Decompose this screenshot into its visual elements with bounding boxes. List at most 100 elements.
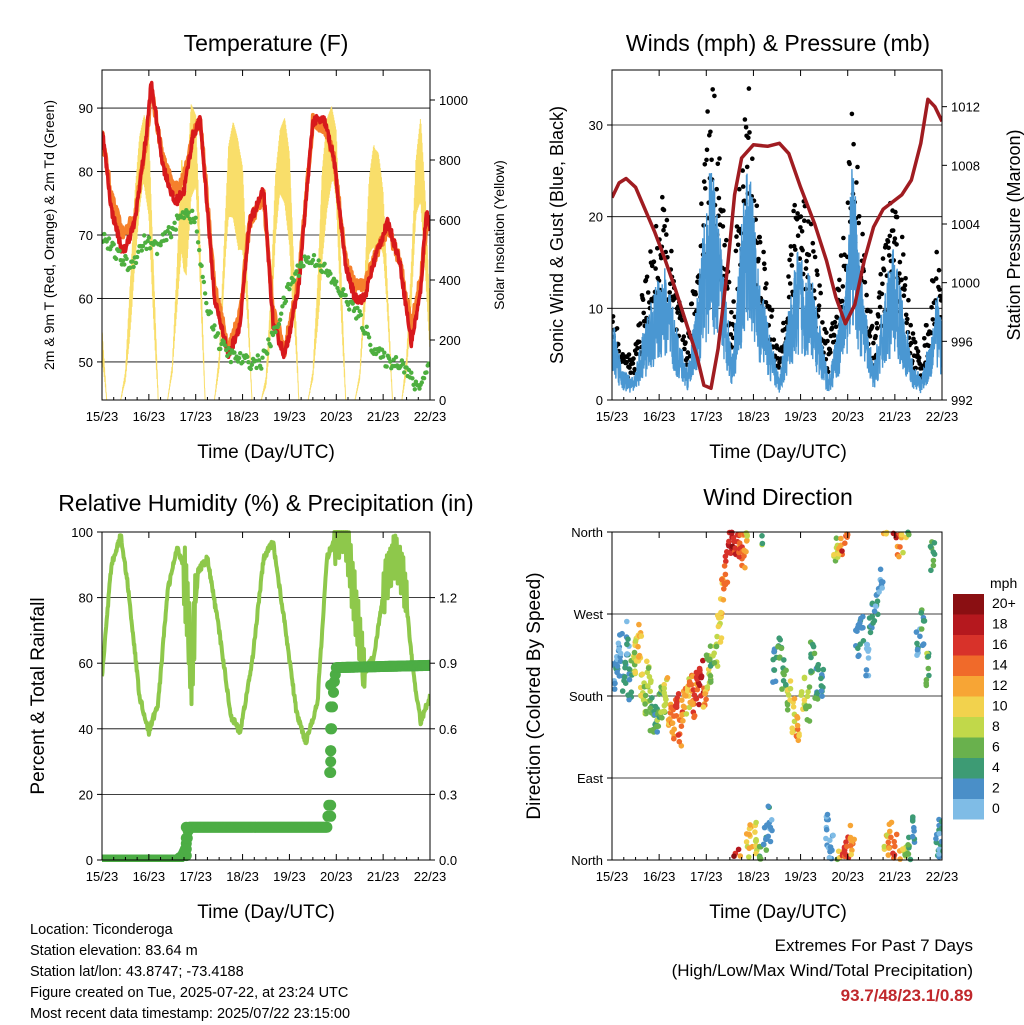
dewpoint-point	[341, 287, 346, 292]
x-tick-label: 16/23	[643, 409, 676, 424]
dewpoint-point	[393, 355, 399, 360]
gust-point	[712, 93, 717, 99]
gust-point	[909, 340, 914, 346]
dewpoint-point	[221, 339, 226, 344]
direction-point	[674, 697, 680, 704]
wind-direction-plot-frame	[611, 531, 943, 861]
direction-point	[823, 826, 830, 833]
direction-point	[898, 531, 905, 538]
direction-point	[679, 712, 685, 718]
humidity-title: Relative Humidity (%) & Precipitation (i…	[58, 490, 473, 516]
direction-point	[871, 608, 878, 614]
direction-point	[789, 725, 795, 731]
direction-point	[824, 811, 831, 818]
gust-point	[721, 208, 726, 213]
dewpoint-point	[211, 327, 216, 332]
direction-point	[843, 839, 849, 845]
direction-point	[735, 846, 742, 853]
direction-point	[936, 851, 942, 857]
dewpoint-point	[117, 248, 122, 254]
gust-point	[632, 366, 637, 372]
humidity-ylabel: Percent & Total Rainfall	[28, 597, 49, 794]
precip-point	[325, 756, 337, 768]
direction-point	[743, 548, 749, 555]
dewpoint-point	[328, 271, 333, 276]
direction-point	[672, 703, 679, 709]
dewpoint-point	[104, 239, 109, 244]
temp-2m-line	[102, 80, 430, 360]
humidity-line	[102, 530, 430, 746]
gust-point	[829, 325, 835, 331]
y-tick-label: 90	[79, 101, 93, 116]
legend-swatch	[953, 594, 984, 615]
y2-tick-label: 0.0	[439, 853, 457, 868]
x-tick-label: 21/23	[879, 869, 912, 884]
dewpoint-point	[259, 366, 264, 371]
gust-point	[937, 287, 942, 292]
direction-point	[785, 692, 792, 698]
winds-pressure-panel: Winds (mph) & Pressure (mb) 15/23 16/23 17…	[547, 30, 1024, 463]
gust-point	[667, 290, 672, 295]
dewpoint-point	[186, 210, 191, 215]
gust-point	[641, 310, 646, 316]
legend-label: 8	[992, 718, 1000, 734]
x-tick-label: 20/23	[831, 869, 864, 884]
gust-point	[708, 129, 713, 135]
winds-y2label: Station Pressure (Maroon)	[1004, 129, 1024, 340]
direction-point	[704, 684, 711, 690]
gust-point	[934, 249, 939, 255]
dewpoint-point	[283, 299, 289, 304]
direction-point	[746, 831, 752, 838]
x-tick-label: 19/23	[273, 409, 306, 424]
gust-point	[803, 266, 809, 271]
gust-point	[645, 290, 651, 295]
gust-point	[715, 161, 721, 167]
direction-point	[728, 530, 735, 537]
direction-point	[694, 686, 701, 693]
direction-point	[906, 531, 912, 538]
direction-point	[876, 589, 882, 595]
dewpoint-point	[249, 362, 255, 367]
dewpoint-point	[260, 355, 265, 360]
direction-point	[790, 704, 797, 710]
gust-point	[816, 307, 821, 313]
gust-point	[664, 217, 670, 223]
direction-point	[784, 707, 791, 713]
direction-point	[702, 691, 708, 697]
direction-point	[614, 669, 620, 676]
direction-point	[826, 854, 833, 861]
dewpoint-point	[253, 358, 258, 363]
gust-point	[915, 349, 921, 354]
direction-point	[855, 645, 861, 652]
gust-point	[757, 234, 762, 240]
precip-point	[180, 821, 192, 833]
gust-point	[875, 326, 880, 331]
dewpoint-point	[399, 358, 405, 363]
humidity-xlabel: Time (Day/UTC)	[197, 902, 335, 923]
direction-point	[820, 666, 827, 673]
direction-point	[858, 625, 865, 631]
direction-point	[636, 654, 642, 660]
wind-direction-xlabel: Time (Day/UTC)	[709, 902, 847, 923]
y-tick-label: 60	[79, 291, 93, 306]
gust-point	[704, 157, 709, 163]
x-tick-label: 21/23	[367, 869, 400, 884]
direction-point	[878, 578, 885, 585]
gust-point	[754, 203, 760, 209]
winds-ylabel: Sonic Wind & Gust (Blue, Black)	[547, 106, 567, 364]
direction-point	[815, 666, 822, 673]
gust-point	[761, 249, 766, 255]
dewpoint-point	[201, 279, 207, 285]
gust-point	[845, 200, 851, 205]
gust-point	[926, 343, 932, 349]
gust-point	[847, 161, 852, 167]
direction-point	[631, 649, 638, 656]
gust-point	[628, 370, 633, 376]
direction-point	[625, 636, 631, 642]
dewpoint-point	[167, 231, 173, 236]
direction-point	[920, 641, 927, 647]
gust-point	[902, 283, 908, 288]
wind-direction-title: Wind Direction	[703, 484, 853, 510]
direction-point	[787, 685, 794, 692]
direction-point	[865, 646, 872, 652]
